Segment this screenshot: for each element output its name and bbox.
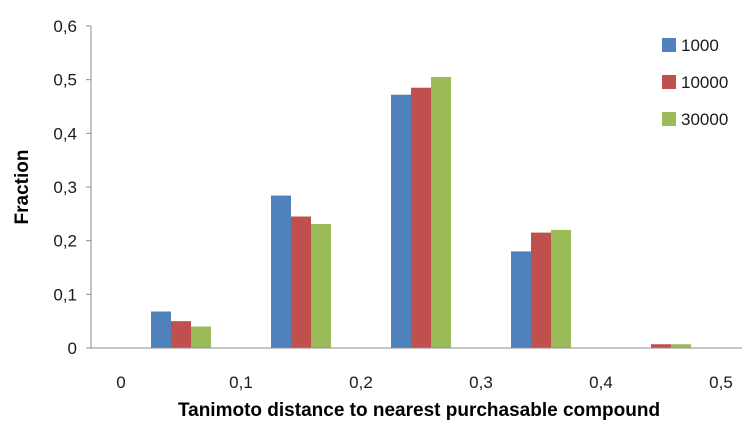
y-axis-ticks: 0 0,1 0,2 0,3 0,4 0,5 0,6 xyxy=(53,17,91,358)
legend-label-1000: 1000 xyxy=(681,36,719,55)
bar-1000-bin-0 xyxy=(151,311,171,348)
legend-swatch-10000 xyxy=(662,75,676,89)
bar-1000-bin-2 xyxy=(391,94,411,349)
x-tick-label: 0,1 xyxy=(229,373,253,392)
y-tick-label: 0 xyxy=(68,339,77,358)
x-tick-label: 0,4 xyxy=(589,373,613,392)
bars-group xyxy=(151,76,691,349)
y-tick-label: 0,4 xyxy=(53,124,77,143)
bar-10000-bin-3 xyxy=(531,232,551,348)
legend-label-10000: 10000 xyxy=(681,73,728,92)
bar-1000-bin-3 xyxy=(511,251,531,348)
bar-10000-bin-2 xyxy=(411,87,431,348)
y-axis-title: Fraction xyxy=(12,150,33,225)
bar-30000-bin-2 xyxy=(431,76,451,348)
bar-30000-bin-3 xyxy=(551,229,571,348)
x-tick-label: 0,3 xyxy=(469,373,493,392)
bar-10000-bin-4 xyxy=(651,344,671,348)
bar-10000-bin-1 xyxy=(291,216,311,348)
bar-1000-bin-1 xyxy=(271,195,291,348)
y-tick-label: 0,6 xyxy=(53,17,77,36)
y-tick-label: 0,3 xyxy=(53,178,77,197)
legend-swatch-30000 xyxy=(662,112,676,126)
y-tick-label: 0,2 xyxy=(53,232,77,251)
bar-10000-bin-0 xyxy=(171,321,191,348)
legend-label-30000: 30000 xyxy=(681,110,728,129)
bar-30000-bin-0 xyxy=(191,326,211,348)
legend: 1000 10000 30000 xyxy=(662,36,728,129)
x-tick-label: 0,5 xyxy=(709,373,733,392)
legend-swatch-1000 xyxy=(662,38,676,52)
y-tick-label: 0,5 xyxy=(53,71,77,90)
bar-30000-bin-1 xyxy=(311,224,331,348)
x-tick-label: 0,2 xyxy=(349,373,373,392)
x-axis-title: Tanimoto distance to nearest purchasable… xyxy=(178,400,660,421)
x-tick-label: 0 xyxy=(116,373,125,392)
bar-30000-bin-4 xyxy=(671,344,691,348)
x-axis-ticks: 0 0,1 0,2 0,3 0,4 0,5 xyxy=(116,373,733,392)
y-tick-label: 0,1 xyxy=(53,285,77,304)
